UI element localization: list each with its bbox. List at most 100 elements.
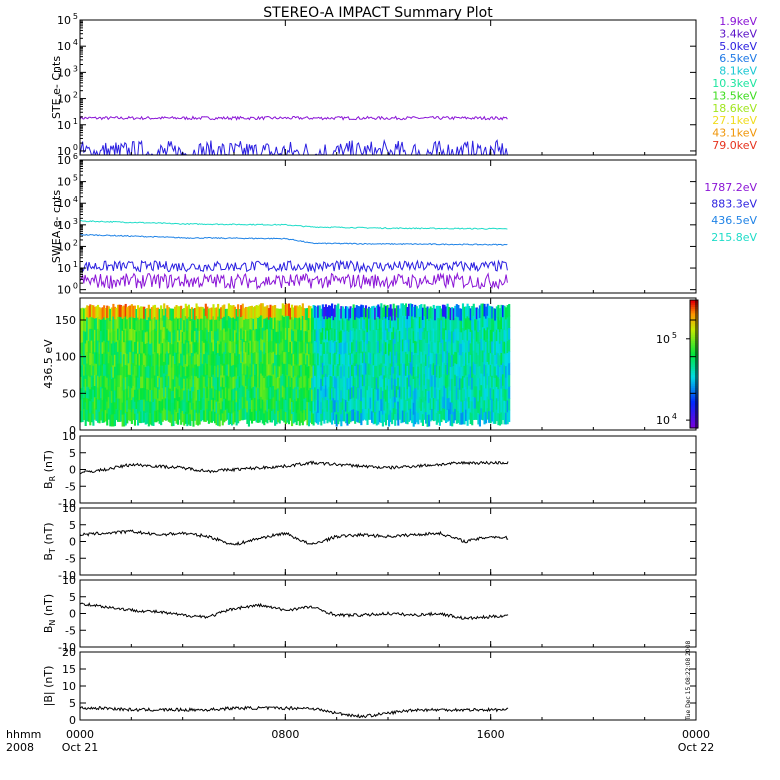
heatmap-cell [492,331,495,344]
heatmap-cell [180,353,183,366]
heatmap-cell [352,408,355,421]
heatmap-cell [147,353,150,366]
heatmap-cell [441,396,445,409]
heatmap-cell [383,316,386,329]
heatmap-cell [320,355,323,368]
heatmap-cell [488,410,491,423]
colorbar-segment [690,374,698,378]
heatmap-cell [307,329,311,343]
heatmap-cell [224,331,227,343]
heatmap-cell [166,351,169,364]
heatmap-cell [166,373,169,386]
heatmap-cell [130,375,133,389]
heatmap-cell [367,306,371,319]
heatmap-cell [307,389,311,403]
heatmap-cell [394,413,397,426]
heatmap-cell [146,331,149,344]
heatmap-cell [468,305,471,318]
heatmap-cell [170,320,173,333]
heatmap-cell [240,362,243,375]
heatmap-cell [173,306,177,319]
heatmap-cell [149,412,152,425]
heatmap-cell [340,413,343,427]
heatmap-cell [98,411,101,424]
heatmap-cell [144,412,147,425]
heatmap-cell [412,318,415,332]
heatmap-cell [84,401,87,415]
heatmap-cell [455,327,458,341]
heatmap-cell [258,363,261,376]
heatmap-cell [106,365,109,378]
heatmap-cell [169,410,172,423]
heatmap-cell [421,343,425,356]
heatmap-cell [337,387,340,401]
heatmap-cell [337,363,340,377]
heatmap-cell [229,305,232,318]
heatmap-cell [458,343,461,356]
heatmap-cell [272,339,275,352]
heatmap-cell [189,402,192,415]
heatmap-cell [115,341,118,353]
heatmap-cell [469,388,472,401]
y-tick-label: 10 [57,262,71,275]
heatmap-cell [123,317,126,331]
heatmap-cell [434,353,437,365]
heatmap-cell [81,341,84,354]
heatmap-cell [229,388,232,401]
heatmap-cell [392,384,395,397]
heatmap-cell [210,353,214,366]
heatmap-cell [96,363,100,376]
heatmap-cell [243,341,246,354]
heatmap-cell [344,387,348,400]
heatmap-cell [244,306,247,319]
heatmap-cell [340,342,343,355]
colorbar-segment [690,353,698,357]
y-tick-exp: 5 [73,12,78,21]
heatmap-cell [298,305,301,318]
heatmap-cell [249,397,252,410]
heatmap-cell [501,408,505,421]
heatmap-cell [480,361,483,374]
heatmap-cell [272,374,275,386]
heatmap-cell [392,315,395,328]
y-tick-label: -10 [58,497,76,510]
heatmap-cell [334,304,337,318]
heatmap-cell [463,400,466,413]
y-tick-label: -10 [58,641,76,654]
heatmap-cell [121,318,124,331]
heatmap-cell [212,315,215,328]
heatmap-cell [468,317,471,330]
heatmap-cell [136,305,140,318]
heatmap-cell [497,328,500,342]
heatmap-cell [478,329,481,343]
heatmap-cell [449,378,452,391]
heatmap-cell [418,304,421,317]
heatmap-cell [318,409,321,422]
heatmap-cell [418,373,421,386]
heatmap-cell [420,386,423,400]
heatmap-cell [395,328,398,341]
heatmap-cell [438,377,441,390]
heatmap-cell [221,305,224,318]
heatmap-cell [110,331,113,344]
heatmap-cell [126,399,129,412]
heatmap-cell [136,329,140,342]
heatmap-cell [247,390,250,403]
heatmap-cell [136,413,140,426]
y-tick-label: 10 [57,119,71,132]
heatmap-cell [401,338,404,352]
heatmap-cell [254,385,257,398]
heatmap-cell [207,365,210,378]
heatmap-cell [86,339,89,353]
heatmap-cell [241,350,244,363]
heatmap-cell [298,341,301,354]
heatmap-cell [438,365,441,379]
heatmap-cell [249,328,252,341]
heatmap-cell [103,410,106,423]
heatmap-cell [448,408,451,421]
heatmap-cell [223,316,226,329]
heatmap-cell [264,363,267,376]
heatmap-cell [334,352,337,365]
heatmap-cell [483,315,486,329]
heatmap-cell [505,365,508,378]
